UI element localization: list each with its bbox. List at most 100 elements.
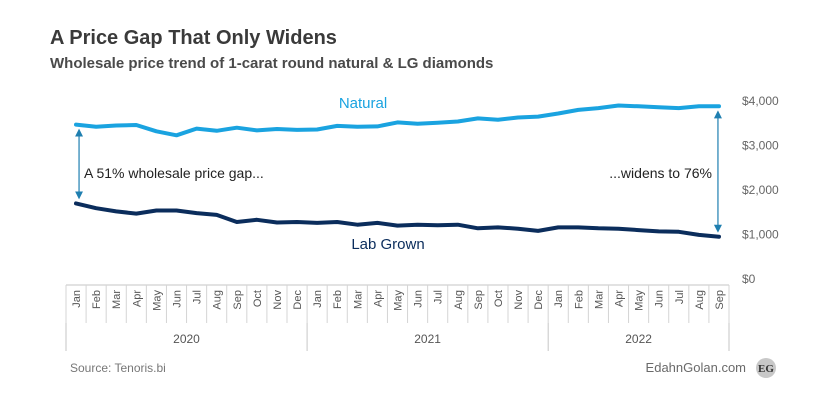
data-point-natural: [436, 121, 440, 125]
data-point-natural: [536, 115, 540, 119]
x-tick-label: Mar: [352, 290, 364, 309]
data-point-lab-grown: [134, 212, 138, 216]
data-point-natural: [556, 112, 560, 115]
data-point-natural: [596, 106, 600, 110]
x-tick-label: Dec: [533, 290, 545, 310]
x-tick-label: May: [393, 290, 405, 311]
data-point-lab-grown: [375, 221, 379, 225]
data-point-lab-grown: [496, 225, 500, 229]
data-point-lab-grown: [536, 229, 540, 233]
series-label-natural: Natural: [339, 95, 387, 112]
data-point-natural: [275, 127, 279, 131]
data-point-lab-grown: [637, 228, 641, 232]
data-point-lab-grown: [657, 229, 661, 233]
data-point-natural: [617, 104, 620, 107]
annotation-layer: A 51% wholesale price gap... ...widens to…: [75, 110, 722, 233]
annotation-right: ...widens to 76%: [609, 165, 712, 181]
data-point-lab-grown: [717, 235, 721, 239]
x-tick-label: Aug: [453, 290, 465, 310]
data-point-natural: [717, 104, 721, 108]
x-tick-label: Jun: [654, 290, 666, 308]
data-point-natural: [114, 124, 118, 127]
x-tick-label: Apr: [372, 290, 384, 307]
data-point-natural: [315, 128, 319, 131]
x-tick-label: Nov: [513, 290, 525, 310]
data-point-natural: [94, 125, 98, 129]
x-tick-label: May: [151, 290, 163, 311]
chart-title: A Price Gap That Only Widens: [50, 27, 337, 49]
x-tick-label: Jun: [413, 290, 425, 308]
data-point-natural: [576, 108, 580, 112]
x-tick-label: Jun: [172, 290, 184, 308]
data-point-lab-grown: [355, 223, 359, 227]
data-point-natural: [677, 106, 681, 110]
data-point-natural: [255, 128, 259, 132]
data-point-lab-grown: [416, 223, 420, 227]
y-tick-label: $3,000: [742, 139, 779, 153]
data-point-natural: [134, 123, 138, 127]
data-point-natural: [416, 122, 420, 126]
y-tick-label: $1,000: [742, 228, 779, 242]
data-point-natural: [476, 116, 480, 120]
data-point-natural: [355, 125, 359, 129]
x-tick-label: Dec: [292, 290, 304, 310]
brand-badge: EG: [756, 358, 776, 378]
data-point-natural: [657, 105, 661, 109]
x-tick-label: Sep: [473, 290, 485, 310]
x-tick-label: Apr: [131, 290, 143, 307]
data-point-lab-grown: [677, 230, 681, 234]
x-tick-label: Jul: [433, 290, 445, 304]
data-point-lab-grown: [215, 213, 219, 217]
data-point-natural: [456, 120, 460, 123]
x-tick-label: Jan: [71, 290, 83, 308]
x-tick-label: Oct: [493, 290, 505, 307]
data-point-lab-grown: [235, 220, 239, 224]
data-point-natural: [74, 123, 78, 127]
data-point-lab-grown: [195, 211, 199, 215]
data-point-lab-grown: [175, 209, 178, 212]
data-point-lab-grown: [436, 223, 440, 227]
annotation-left: A 51% wholesale price gap...: [84, 165, 264, 181]
x-tick-label: Apr: [614, 290, 626, 307]
series-label-lab-grown: Lab Grown: [351, 236, 424, 253]
data-point-natural: [396, 120, 399, 124]
data-point-lab-grown: [94, 206, 98, 210]
x-tick-label: Mar: [111, 290, 123, 309]
source-note: Source: Tenoris.bi: [70, 361, 166, 375]
data-point-natural: [496, 118, 500, 122]
x-tick-label: Jan: [553, 290, 565, 308]
x-tick-label: Aug: [694, 290, 706, 310]
data-point-lab-grown: [697, 233, 701, 237]
data-point-lab-grown: [476, 226, 480, 230]
data-point-natural: [637, 104, 641, 108]
x-tick-label: Jul: [192, 290, 204, 304]
data-point-lab-grown: [596, 226, 600, 230]
x-tick-label: Sep: [232, 290, 244, 310]
x-tick-label: Feb: [91, 290, 103, 309]
x-tick-label: Feb: [573, 290, 585, 309]
data-point-lab-grown: [617, 227, 620, 231]
data-point-natural: [375, 124, 379, 128]
data-point-natural: [235, 126, 239, 130]
data-point-natural: [335, 124, 339, 128]
data-point-lab-grown: [556, 225, 560, 229]
data-point-lab-grown: [456, 223, 460, 227]
brand-badge-circle: [756, 358, 776, 378]
data-point-lab-grown: [295, 220, 299, 224]
x-tick-label: Nov: [272, 290, 284, 310]
data-point-lab-grown: [335, 220, 339, 224]
y-tick-label: $2,000: [742, 183, 779, 197]
brand-badge-text: EG: [758, 363, 774, 375]
data-point-natural: [697, 104, 701, 108]
year-label: 2021: [414, 332, 441, 346]
year-label: 2022: [625, 332, 652, 346]
x-tick-label: Mar: [593, 290, 605, 309]
data-point-natural: [175, 133, 178, 137]
data-point-lab-grown: [275, 221, 279, 224]
data-point-natural: [516, 116, 520, 119]
series-line-natural: [74, 103, 721, 138]
data-point-lab-grown: [576, 225, 580, 229]
data-point-natural: [154, 129, 158, 133]
data-point-lab-grown: [74, 201, 78, 205]
